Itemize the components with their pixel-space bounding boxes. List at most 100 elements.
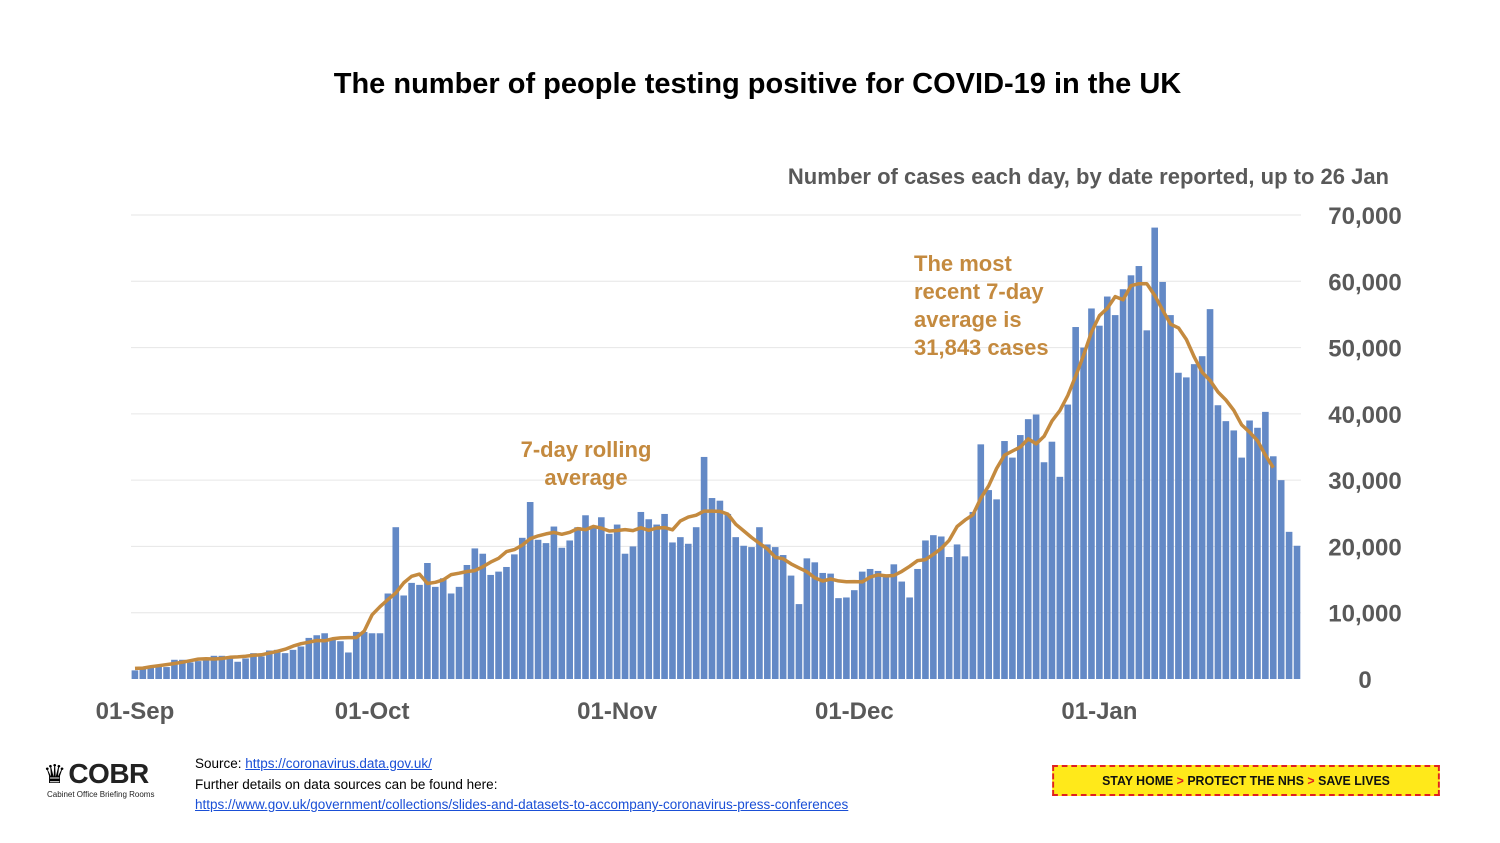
bar [1159, 281, 1166, 679]
bar [139, 669, 147, 679]
annotation-line: average is [914, 307, 1022, 332]
bar [803, 558, 811, 679]
bar [337, 641, 344, 679]
bar [313, 635, 321, 679]
chevron-right-icon: > [1307, 773, 1315, 788]
bar [1183, 377, 1190, 679]
bar [669, 542, 676, 679]
bar [1040, 462, 1048, 679]
bar [605, 533, 613, 679]
bar [1119, 289, 1127, 679]
bar [1135, 266, 1143, 679]
bar [922, 540, 929, 679]
bar [384, 593, 392, 679]
y-tick-label: 10,000 [1328, 601, 1401, 628]
bar [653, 524, 660, 679]
bar [732, 537, 740, 679]
bar [771, 547, 779, 679]
bar [684, 543, 692, 679]
bar [1238, 457, 1245, 679]
bar [542, 543, 550, 679]
bar [969, 511, 977, 679]
bar [1175, 372, 1182, 679]
bar [914, 568, 921, 679]
bar [850, 590, 858, 679]
bar [677, 537, 684, 679]
bar [297, 646, 305, 679]
bar [218, 655, 226, 679]
bar [242, 658, 249, 679]
bar [424, 563, 431, 679]
recent-average-annotation: The most recent 7-day average is 31,843 … [914, 250, 1049, 362]
bar [858, 571, 866, 679]
bar [866, 568, 874, 679]
bar [898, 581, 906, 679]
bar [890, 564, 898, 679]
y-tick-label: 0 [1358, 667, 1371, 694]
bar [1088, 308, 1095, 679]
source-link[interactable]: https://coronavirus.data.gov.uk/ [245, 756, 432, 771]
bar [321, 633, 328, 679]
x-tick-label: 01-Nov [577, 698, 658, 725]
bar [937, 536, 945, 679]
annotation-line: average [544, 465, 628, 490]
bar [700, 456, 708, 679]
bar [985, 490, 992, 679]
bar [550, 526, 558, 679]
bar [637, 511, 645, 679]
bar [194, 661, 202, 679]
y-tick-label: 50,000 [1328, 336, 1401, 363]
bar [582, 515, 589, 679]
bar [534, 539, 542, 679]
bar [526, 502, 534, 679]
bar [621, 553, 629, 679]
bar [661, 513, 668, 679]
bar [1056, 476, 1064, 679]
annotation-line: 31,843 cases [914, 335, 1049, 360]
bar [708, 498, 716, 679]
slogan-3: SAVE LIVES [1318, 773, 1390, 788]
bar [1009, 457, 1016, 679]
bar [598, 517, 605, 679]
slogan-banner: STAY HOME > PROTECT THE NHS > SAVE LIVES [1052, 765, 1440, 796]
bar [843, 597, 850, 679]
bar [1111, 315, 1119, 679]
bar [305, 637, 313, 679]
bar [518, 537, 526, 679]
bar [258, 656, 265, 679]
bar [1222, 421, 1230, 679]
bar [629, 546, 637, 679]
chart-title: The number of people testing positive fo… [333, 68, 1182, 100]
bar [360, 631, 368, 679]
bar [1048, 441, 1056, 679]
bar [882, 576, 890, 679]
bar [147, 667, 155, 679]
bar [210, 655, 218, 679]
bar [645, 519, 653, 679]
bar [432, 586, 439, 679]
bar [1285, 531, 1293, 679]
bar [1024, 419, 1032, 679]
bar [692, 527, 700, 679]
bar [819, 572, 826, 679]
bar [574, 527, 581, 679]
bar [163, 667, 170, 679]
bar [226, 657, 234, 679]
annotation-line: recent 7-day [914, 279, 1044, 304]
bar [1254, 427, 1261, 679]
y-tick-label: 20,000 [1328, 534, 1401, 561]
bar [906, 597, 913, 679]
bar [471, 548, 479, 679]
bar [202, 659, 210, 679]
bar [1072, 327, 1079, 679]
bar [930, 535, 937, 679]
chevron-right-icon: > [1176, 773, 1184, 788]
bar [352, 631, 360, 679]
bar [155, 666, 162, 679]
slogan-2: PROTECT THE NHS [1187, 773, 1304, 788]
details-link[interactable]: https://www.gov.uk/government/collection… [195, 797, 849, 812]
y-tick-label: 40,000 [1328, 402, 1401, 429]
bar [874, 570, 882, 679]
